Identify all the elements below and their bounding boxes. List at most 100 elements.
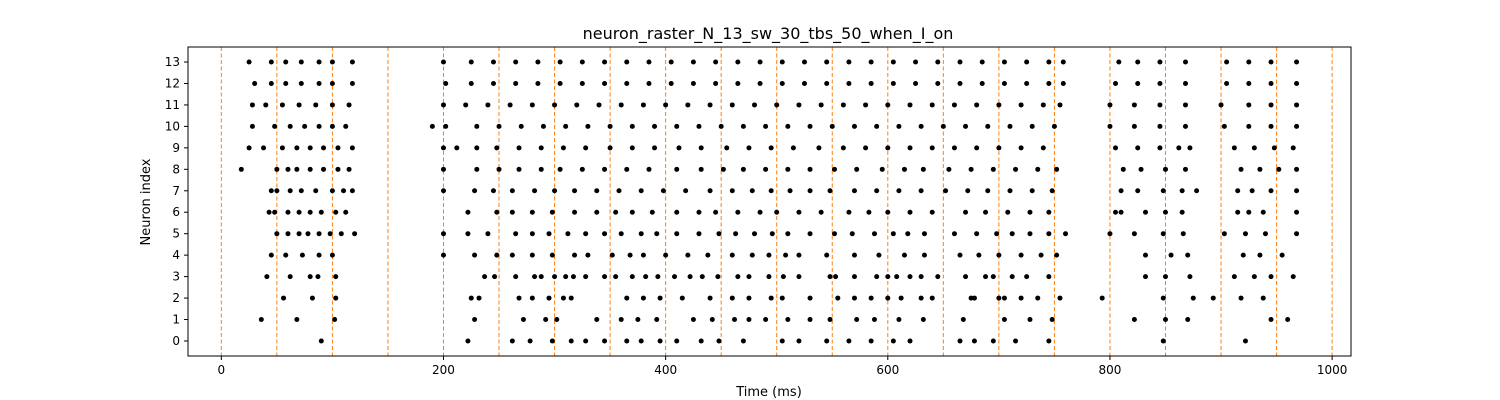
spike-point bbox=[624, 338, 630, 344]
spike-point bbox=[329, 252, 335, 258]
spike-point bbox=[757, 80, 763, 86]
spike-point bbox=[971, 338, 977, 344]
spike-point bbox=[816, 145, 822, 151]
spike-point bbox=[1018, 295, 1024, 301]
spike-point bbox=[1224, 80, 1230, 86]
spike-point bbox=[549, 252, 555, 258]
spike-point bbox=[1194, 188, 1200, 194]
spike-point bbox=[261, 145, 267, 151]
spike-point bbox=[1246, 80, 1252, 86]
spike-point bbox=[602, 231, 608, 237]
spike-point bbox=[594, 188, 600, 194]
spike-point bbox=[1251, 274, 1257, 280]
spike-point bbox=[774, 209, 780, 215]
spike-point bbox=[935, 274, 941, 280]
spike-point bbox=[279, 145, 285, 151]
spike-point bbox=[807, 188, 813, 194]
spike-point bbox=[283, 59, 289, 65]
spike-point bbox=[846, 59, 852, 65]
spike-point bbox=[607, 145, 613, 151]
spike-point bbox=[296, 102, 302, 108]
spike-point bbox=[749, 188, 755, 194]
spike-point bbox=[1157, 145, 1163, 151]
spike-point bbox=[1007, 188, 1013, 194]
y-tick-label: 2 bbox=[172, 291, 180, 305]
spike-point bbox=[474, 166, 480, 172]
spike-point bbox=[274, 166, 280, 172]
spike-point bbox=[490, 80, 496, 86]
spike-point bbox=[618, 231, 624, 237]
spike-point bbox=[896, 123, 902, 129]
spike-point bbox=[890, 338, 896, 344]
spike-point bbox=[352, 231, 358, 237]
spike-point bbox=[1268, 59, 1274, 65]
spike-point bbox=[943, 188, 949, 194]
spike-point bbox=[472, 317, 478, 323]
spike-point bbox=[349, 145, 355, 151]
spike-point bbox=[294, 166, 300, 172]
spike-point bbox=[279, 102, 285, 108]
spike-point bbox=[333, 274, 339, 280]
y-tick-label: 10 bbox=[165, 119, 180, 133]
spike-point bbox=[807, 295, 813, 301]
spike-point bbox=[752, 102, 758, 108]
spike-point bbox=[674, 123, 680, 129]
spike-point bbox=[1235, 209, 1241, 215]
spike-point bbox=[1049, 317, 1055, 323]
spike-point bbox=[874, 274, 880, 280]
spike-point bbox=[1027, 209, 1033, 215]
spike-point bbox=[1160, 231, 1166, 237]
spike-point bbox=[440, 102, 446, 108]
spike-point bbox=[740, 338, 746, 344]
spike-point bbox=[518, 123, 524, 129]
spike-point bbox=[1185, 252, 1191, 258]
spike-point bbox=[796, 209, 802, 215]
spike-point bbox=[281, 295, 287, 301]
spike-point bbox=[672, 274, 678, 280]
spike-point bbox=[1182, 80, 1188, 86]
spike-point bbox=[287, 123, 293, 129]
spike-point bbox=[532, 274, 538, 280]
spike-point bbox=[963, 274, 969, 280]
spike-point bbox=[985, 123, 991, 129]
spike-point bbox=[557, 59, 563, 65]
spike-point bbox=[594, 209, 600, 215]
spike-point bbox=[885, 295, 891, 301]
spike-point bbox=[624, 295, 630, 301]
spike-point bbox=[440, 166, 446, 172]
spike-point bbox=[468, 80, 474, 86]
spike-point bbox=[1157, 59, 1163, 65]
spike-point bbox=[1057, 102, 1063, 108]
spike-point bbox=[1182, 123, 1188, 129]
spike-point bbox=[554, 317, 560, 323]
spike-point bbox=[905, 231, 911, 237]
spike-point bbox=[329, 59, 335, 65]
spike-point bbox=[898, 295, 904, 301]
spike-point bbox=[1242, 231, 1248, 237]
spike-point bbox=[779, 80, 785, 86]
spike-point bbox=[579, 80, 585, 86]
spike-point bbox=[629, 123, 635, 129]
spike-point bbox=[766, 252, 772, 258]
spike-point bbox=[296, 231, 302, 237]
spike-point bbox=[768, 295, 774, 301]
spike-point bbox=[268, 80, 274, 86]
spike-point bbox=[709, 317, 715, 323]
spike-point bbox=[1060, 80, 1066, 86]
spike-point bbox=[696, 209, 702, 215]
y-tick-label: 9 bbox=[172, 141, 180, 155]
spike-point bbox=[735, 209, 741, 215]
spike-point bbox=[746, 295, 752, 301]
spike-point bbox=[874, 188, 880, 194]
spike-point bbox=[807, 123, 813, 129]
spike-point bbox=[629, 145, 635, 151]
spike-point bbox=[868, 59, 874, 65]
spike-point bbox=[316, 252, 322, 258]
spike-point bbox=[572, 209, 578, 215]
spike-point bbox=[474, 123, 480, 129]
spike-point bbox=[740, 123, 746, 129]
spike-point bbox=[763, 166, 769, 172]
spike-point bbox=[985, 188, 991, 194]
spike-point bbox=[960, 317, 966, 323]
spike-point bbox=[1294, 231, 1300, 237]
